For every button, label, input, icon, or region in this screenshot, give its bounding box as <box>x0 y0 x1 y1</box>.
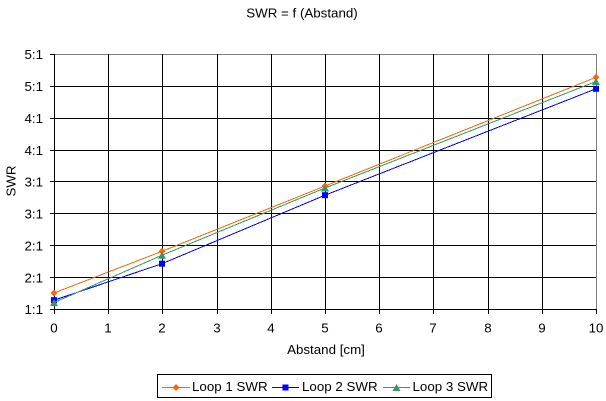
svg-text:Loop 2 SWR: Loop 2 SWR <box>302 379 378 394</box>
svg-text:Abstand [cm]: Abstand [cm] <box>287 342 365 357</box>
svg-text:7: 7 <box>429 321 436 336</box>
svg-text:6: 6 <box>375 321 382 336</box>
svg-text:3: 3 <box>213 321 220 336</box>
svg-text:9: 9 <box>538 321 545 336</box>
svg-text:3:1: 3:1 <box>24 206 43 221</box>
svg-text:5:1: 5:1 <box>24 47 43 62</box>
svg-text:4: 4 <box>267 321 275 336</box>
svg-text:5:1: 5:1 <box>24 79 43 94</box>
svg-text:SWR: SWR <box>4 165 19 196</box>
svg-text:0: 0 <box>50 321 57 336</box>
svg-text:SWR = f (Abstand): SWR = f (Abstand) <box>246 6 357 21</box>
svg-text:2:1: 2:1 <box>24 238 43 253</box>
svg-text:1:1: 1:1 <box>24 302 43 317</box>
svg-text:5: 5 <box>321 321 328 336</box>
svg-text:Loop 1 SWR: Loop 1 SWR <box>192 379 268 394</box>
svg-text:2:1: 2:1 <box>24 270 43 285</box>
svg-text:Loop 3 SWR: Loop 3 SWR <box>413 379 489 394</box>
svg-text:4:1: 4:1 <box>24 143 43 158</box>
svg-text:2: 2 <box>158 321 165 336</box>
svg-text:8: 8 <box>484 321 491 336</box>
svg-text:4:1: 4:1 <box>24 111 43 126</box>
svg-text:10: 10 <box>589 321 604 336</box>
svg-text:3:1: 3:1 <box>24 174 43 189</box>
svg-text:1: 1 <box>104 321 111 336</box>
